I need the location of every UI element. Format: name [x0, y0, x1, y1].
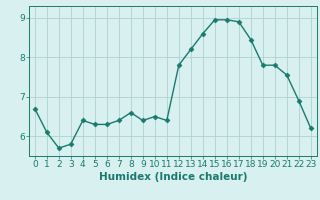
X-axis label: Humidex (Indice chaleur): Humidex (Indice chaleur) [99, 172, 247, 182]
